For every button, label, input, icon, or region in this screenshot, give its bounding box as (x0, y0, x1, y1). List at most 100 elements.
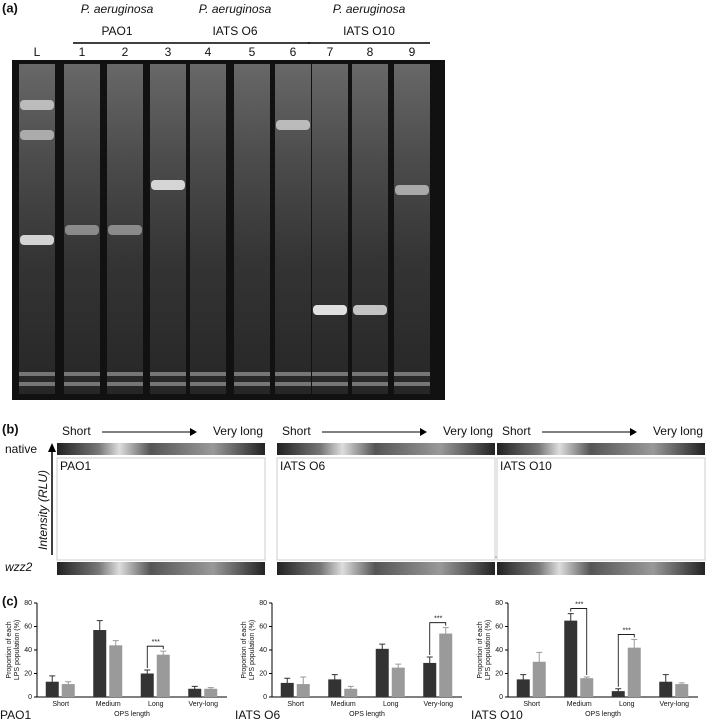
gel-band (353, 305, 387, 315)
wzz2-strip (497, 562, 705, 575)
y-tick-label: 40 (495, 647, 503, 654)
y-label: LPS population (%) (14, 620, 21, 680)
x-tick-label: Long (619, 701, 635, 708)
bar (280, 682, 294, 697)
y-tick-label: 20 (24, 670, 32, 677)
species: P. aeruginosa (81, 2, 154, 16)
gel-band (395, 185, 429, 195)
x-tick-label: Medium (96, 701, 121, 708)
gel-band (313, 305, 347, 315)
profile-frame (56, 457, 266, 561)
y-tick-label: 20 (495, 670, 503, 677)
gel-band (64, 372, 100, 376)
profile-title: IATS O10 (500, 459, 552, 473)
gel-band (20, 100, 54, 110)
y-tick-label: 0 (499, 694, 503, 701)
error-bar (583, 676, 590, 680)
bar (627, 647, 641, 697)
gel-band (394, 382, 430, 386)
gel-lane (190, 64, 226, 394)
panel-label: (a) (2, 0, 18, 15)
bar (659, 681, 673, 697)
gel-band (276, 120, 310, 130)
lane-label: 7 (327, 45, 334, 59)
x-tick-label: Long (148, 701, 164, 708)
gel-band (394, 372, 430, 376)
bar (611, 691, 625, 697)
x-label: OPS length (114, 711, 150, 718)
gel-band (150, 382, 186, 386)
species: P. aeruginosa (199, 2, 272, 16)
error-bar (331, 674, 338, 685)
error-bar (395, 663, 402, 672)
short-label: Short (282, 424, 311, 438)
bar (61, 684, 75, 697)
x-tick-label: Very-long (423, 701, 453, 708)
error-bar (347, 685, 354, 692)
gel-band (20, 130, 54, 140)
lane-label: 8 (367, 45, 374, 59)
significance-bracket (617, 634, 635, 687)
gel-band (312, 382, 348, 386)
row-label: native (5, 442, 37, 456)
error-bar (191, 685, 198, 692)
lane-label: L (34, 45, 41, 59)
gel-band (275, 372, 311, 376)
bar (423, 662, 437, 697)
error-bar (678, 682, 685, 686)
species: P. aeruginosa (333, 2, 406, 16)
gel-band (64, 382, 100, 386)
profile-frame (276, 457, 496, 561)
y-tick-label: 40 (24, 647, 32, 654)
x-tick-label: Short (287, 701, 304, 708)
significance-label: *** (152, 639, 160, 646)
gel-lane (150, 64, 186, 394)
y-label: LPS population (%) (249, 620, 256, 680)
short-label: Short (502, 424, 531, 438)
bar (204, 688, 218, 697)
gel-band (312, 372, 348, 376)
gel-lane (234, 64, 270, 394)
panel-label: (c) (2, 593, 18, 608)
significance-bracket (146, 645, 164, 668)
significance-label: *** (434, 616, 442, 623)
gel-lane (275, 64, 311, 394)
significance-bracket (429, 622, 447, 656)
arrow-head (48, 443, 56, 452)
y-tick-label: 80 (495, 600, 503, 607)
wzz2-strip (57, 562, 265, 575)
error-bar (662, 674, 669, 689)
x-tick-label: Medium (567, 701, 592, 708)
y-tick-label: 60 (24, 623, 32, 630)
x-label: OPS length (585, 711, 621, 718)
gel-band (234, 372, 270, 376)
gel-band (20, 235, 54, 245)
gel-lane (394, 64, 430, 394)
error-bar (49, 675, 56, 688)
y-tick-label: 0 (28, 694, 32, 701)
lane-label: 9 (409, 45, 416, 59)
y-tick-label: 60 (495, 623, 503, 630)
gel-band (107, 382, 143, 386)
significance-label: *** (623, 627, 631, 634)
bar (375, 648, 389, 697)
strain: PAO1 (101, 24, 132, 38)
bar (109, 645, 123, 697)
error-bar (207, 687, 214, 690)
native-strip (277, 443, 495, 455)
error-bar (379, 643, 386, 654)
bar (564, 620, 578, 697)
gel-band (65, 225, 99, 235)
bar (140, 673, 154, 697)
profile-title: PAO1 (60, 459, 91, 473)
chart-title: PAO1 (0, 708, 31, 722)
profile-frame (496, 457, 706, 561)
y-tick-label: 0 (263, 694, 267, 701)
gel-band (151, 180, 185, 190)
error-bar (160, 650, 167, 659)
bar (675, 684, 689, 697)
bar (328, 679, 342, 697)
y-tick-label: 80 (24, 600, 32, 607)
error-bar (300, 676, 307, 692)
gel-band (352, 382, 388, 386)
